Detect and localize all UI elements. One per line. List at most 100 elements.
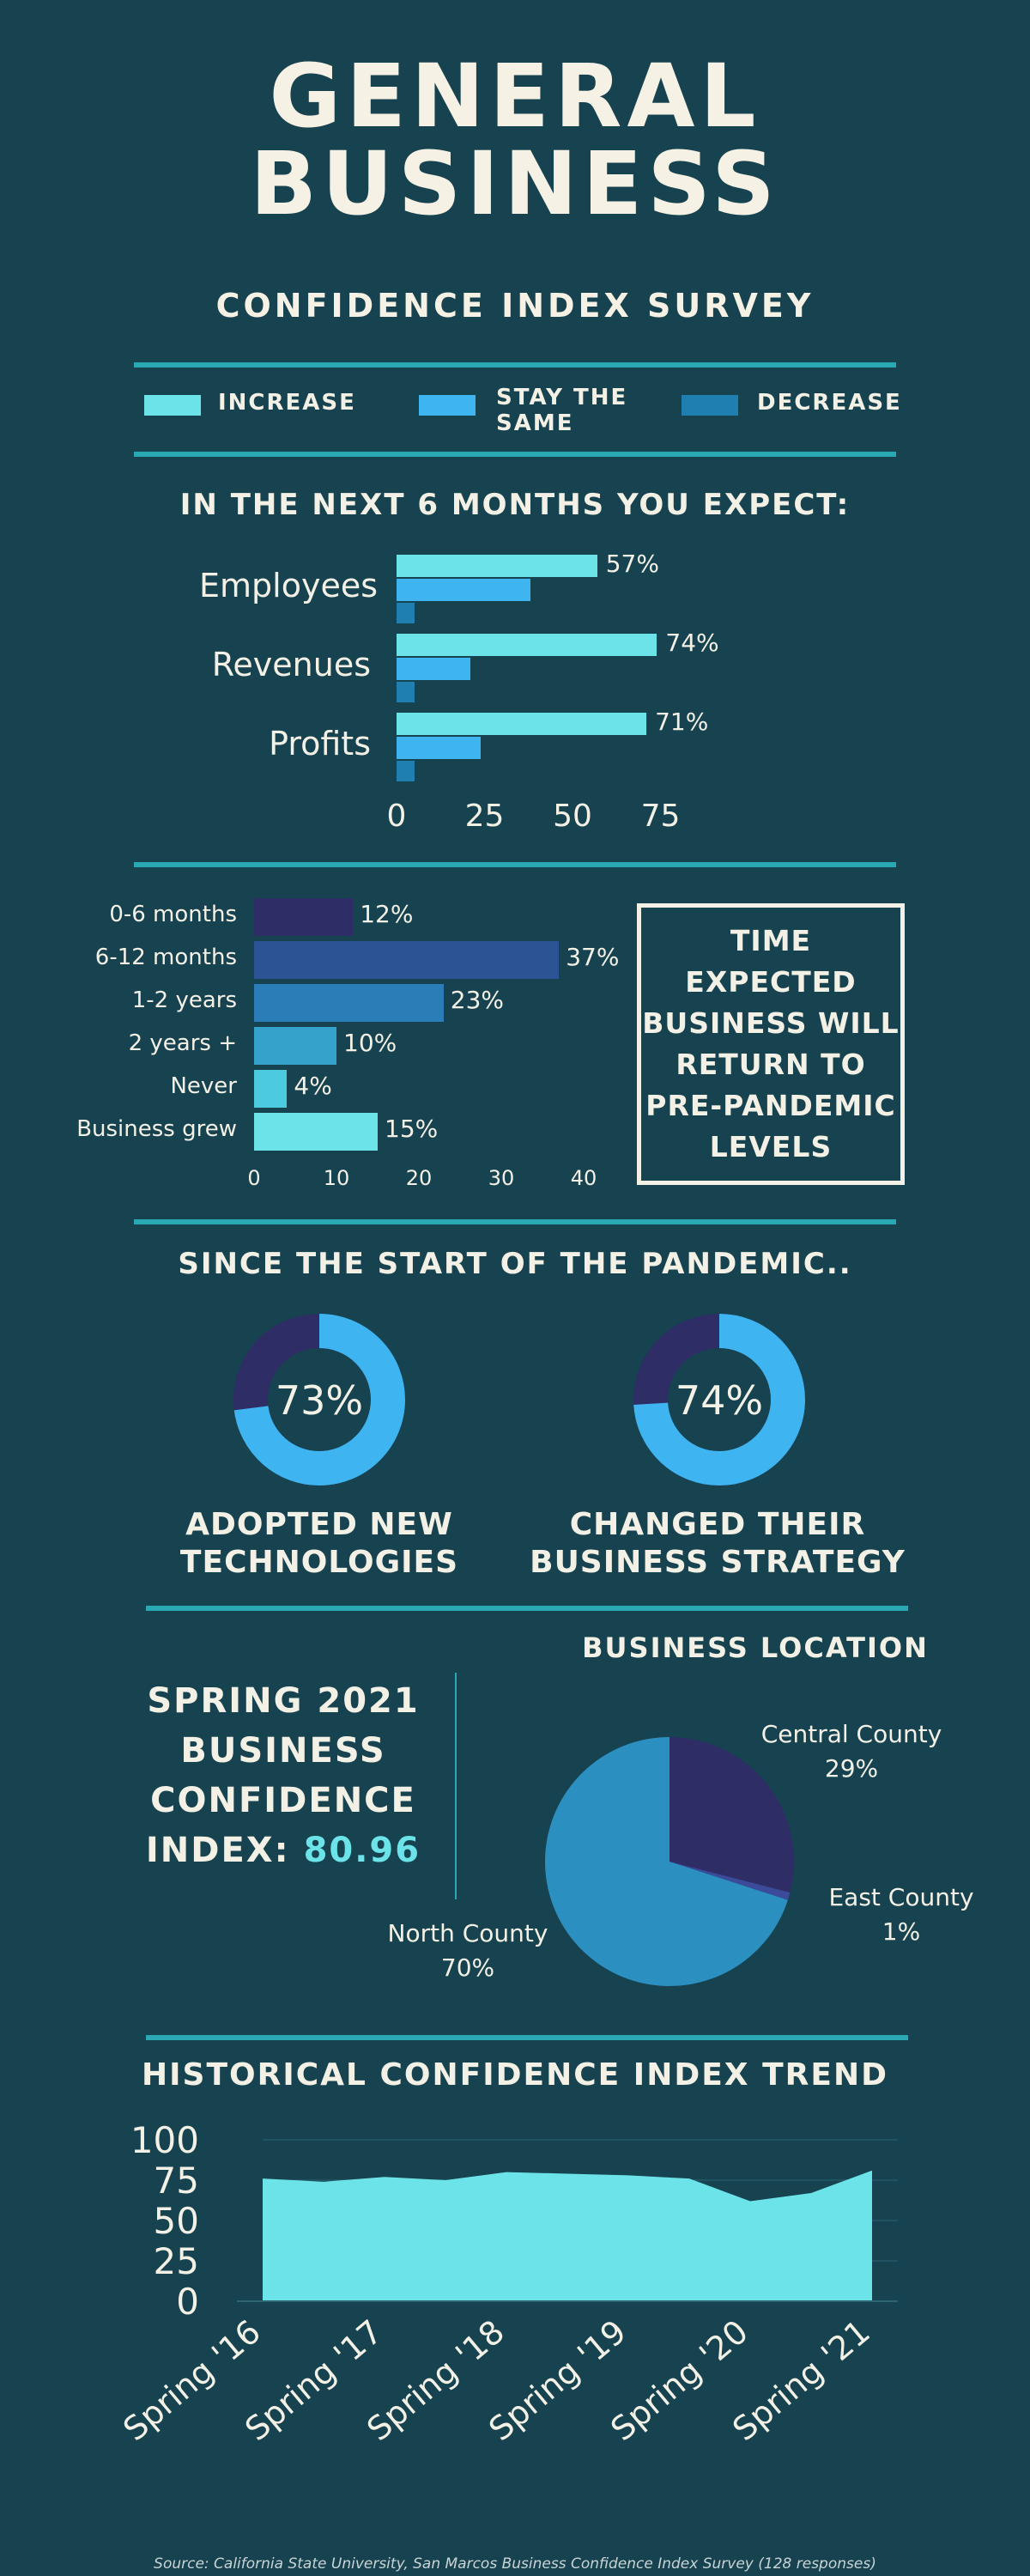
category-label: Profits bbox=[269, 725, 371, 762]
trend-area bbox=[263, 2170, 872, 2301]
x-axis-tick: 25 bbox=[464, 799, 505, 834]
cci-line: CONFIDENCE bbox=[150, 1781, 416, 1820]
category-label: 2 years + bbox=[128, 1030, 237, 1056]
location-section-title: BUSINESS LOCATION bbox=[582, 1631, 929, 1664]
pie-label-name: East County bbox=[828, 1883, 974, 1911]
bar-stay-the-same bbox=[397, 579, 530, 601]
cci-line: BUSINESS bbox=[180, 1731, 386, 1771]
recovery-time-caption-box: TIME EXPECTED BUSINESS WILL RETURN TO PR… bbox=[637, 903, 905, 1185]
pie-slice-north-county bbox=[545, 1737, 788, 1986]
page-subtitle: CONFIDENCE INDEX SURVEY bbox=[215, 287, 815, 325]
donut-changed-strategy: 74% bbox=[632, 1312, 807, 1487]
bar bbox=[254, 941, 560, 979]
expect-section-title: IN THE NEXT 6 MONTHS YOU EXPECT: bbox=[179, 488, 851, 522]
x-axis-tick: 0 bbox=[386, 799, 407, 834]
cci-line: SPRING 2021 bbox=[147, 1681, 420, 1721]
recovery-time-chart: 0-6 months 12% 6-12 months 37% 1-2 years 23% 2… bbox=[0, 893, 635, 1202]
page-title: GENERAL BUSINESS bbox=[0, 53, 1030, 228]
bar-value-label: 23% bbox=[450, 986, 505, 1014]
donut-caption-changed-strategy: CHANGED THEIR BUSINESS STRATEGY bbox=[520, 1506, 915, 1582]
x-axis-tick: 0 bbox=[247, 1166, 261, 1190]
legend-label-stay: STAY THE SAME bbox=[496, 385, 628, 436]
donut-value-label: 74% bbox=[676, 1377, 763, 1424]
bar bbox=[254, 898, 354, 936]
pandemic-section-title: SINCE THE START OF THE PANDEMIC.. bbox=[178, 1247, 852, 1281]
source-note: Source: California State University, San… bbox=[154, 2555, 876, 2573]
donut-caption-line: TECHNOLOGIES bbox=[179, 1545, 459, 1580]
confidence-index-callout: SPRING 2021 BUSINESS CONFIDENCE INDEX: 8… bbox=[129, 1676, 438, 1875]
bar-decrease bbox=[397, 603, 415, 623]
bar-value-label: 12% bbox=[360, 900, 414, 928]
title-line-2: BUSINESS bbox=[250, 133, 780, 235]
category-label: Business grew bbox=[76, 1116, 237, 1142]
bar-stay-the-same bbox=[397, 737, 482, 759]
bar-decrease bbox=[397, 682, 415, 702]
donut-value-arc bbox=[633, 1314, 805, 1485]
bar-increase bbox=[397, 555, 597, 577]
divider bbox=[134, 452, 896, 457]
bar-stay-the-same bbox=[397, 658, 471, 680]
bar bbox=[254, 1070, 288, 1108]
category-label: 6-12 months bbox=[94, 945, 237, 970]
bar-value-label: 37% bbox=[566, 943, 620, 971]
bar-increase bbox=[397, 713, 647, 735]
cci-value: 80.96 bbox=[303, 1831, 421, 1870]
bar bbox=[254, 1113, 378, 1151]
y-axis-tick: 25 bbox=[154, 2240, 199, 2282]
y-axis-tick: 0 bbox=[176, 2281, 199, 2323]
divider bbox=[134, 1219, 896, 1224]
donut-value-label: 73% bbox=[276, 1377, 363, 1424]
legend-swatch-stay bbox=[419, 395, 476, 416]
x-axis-tick: 30 bbox=[488, 1166, 515, 1190]
donut-caption-line: CHANGED THEIR bbox=[569, 1507, 866, 1542]
cci-line: INDEX: 80.96 bbox=[129, 1826, 438, 1875]
x-axis-tick: 75 bbox=[640, 799, 681, 834]
donut-adopted-tech: 73% bbox=[232, 1312, 407, 1487]
pie-label-name: Central County bbox=[760, 1720, 942, 1748]
pie-label-central: Central County 29% bbox=[740, 1717, 963, 1786]
category-label: Revenues bbox=[211, 646, 371, 683]
x-axis-tick: 10 bbox=[323, 1166, 350, 1190]
x-axis-tick: 40 bbox=[570, 1166, 597, 1190]
bar-decrease bbox=[397, 761, 415, 781]
trend-section-title: HISTORICAL CONFIDENCE INDEX TREND bbox=[142, 2057, 888, 2093]
divider bbox=[146, 2035, 908, 2040]
bar bbox=[254, 1027, 336, 1065]
bar-value-label: 10% bbox=[343, 1029, 397, 1057]
vertical-divider bbox=[455, 1673, 457, 1899]
pie-label-value: 1% bbox=[882, 1917, 921, 1946]
x-axis-tick: 20 bbox=[405, 1166, 433, 1190]
title-line-1: GENERAL bbox=[269, 46, 761, 148]
x-axis-tick: Spring '21 bbox=[725, 2312, 877, 2448]
y-axis-tick: 75 bbox=[154, 2160, 199, 2202]
legend: INCREASE STAY THE SAME DECREASE bbox=[144, 385, 902, 452]
divider bbox=[134, 362, 896, 368]
donut-caption-line: BUSINESS STRATEGY bbox=[530, 1545, 906, 1580]
legend-label-decrease: DECREASE bbox=[757, 390, 902, 416]
pie-label-value: 29% bbox=[824, 1754, 879, 1783]
category-label: 0-6 months bbox=[109, 902, 237, 927]
donut-chart: 73% bbox=[233, 1314, 405, 1485]
pie-label-value: 70% bbox=[440, 1953, 495, 1982]
donut-caption-line: ADOPTED NEW bbox=[185, 1507, 453, 1542]
pie-label-north: North County 70% bbox=[360, 1917, 575, 1985]
divider bbox=[146, 1606, 908, 1611]
location-pie-chart bbox=[545, 1737, 794, 1986]
pie-slice-east-county bbox=[670, 1862, 791, 1900]
category-label: Employees bbox=[199, 567, 378, 605]
y-axis-tick: 50 bbox=[154, 2200, 199, 2242]
category-label: 1-2 years bbox=[131, 987, 237, 1013]
pie-label-east: East County 1% bbox=[798, 1880, 1004, 1949]
category-label: Never bbox=[170, 1073, 237, 1099]
bar-value-label: 57% bbox=[605, 550, 659, 578]
donut-caption-adopted-tech: ADOPTED NEW TECHNOLOGIES bbox=[137, 1506, 501, 1582]
cci-label: INDEX: bbox=[145, 1831, 290, 1870]
pie-label-name: North County bbox=[387, 1919, 548, 1947]
legend-label-increase: INCREASE bbox=[218, 390, 356, 416]
legend-swatch-decrease bbox=[682, 395, 738, 416]
y-axis-tick: 100 bbox=[130, 2119, 199, 2161]
legend-swatch-increase bbox=[144, 395, 201, 416]
recovery-time-caption: TIME EXPECTED BUSINESS WILL RETURN TO PR… bbox=[642, 924, 900, 1163]
bar-value-label: 71% bbox=[655, 708, 709, 736]
